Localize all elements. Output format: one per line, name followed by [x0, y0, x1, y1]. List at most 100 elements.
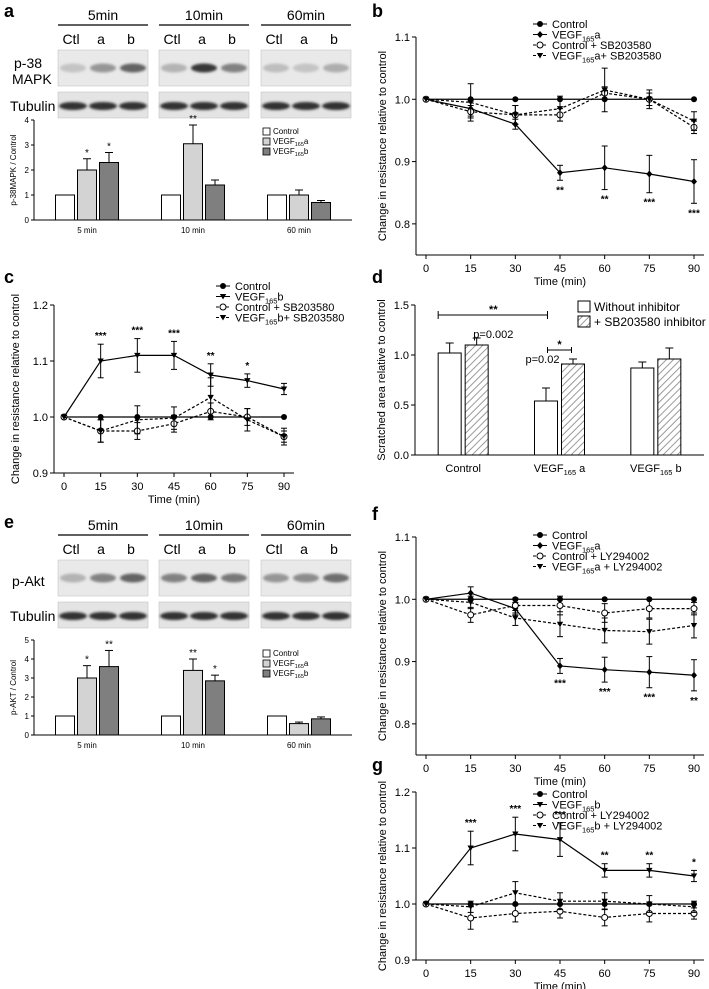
panel-label-d: d — [372, 267, 383, 287]
significance-mark: ** — [489, 304, 498, 316]
legend-label: Control — [235, 281, 270, 293]
blot-band-tubulin — [89, 102, 117, 110]
bar — [77, 677, 97, 736]
y-axis-label: Change in resistance relative to control — [377, 781, 389, 971]
marker-triangle — [690, 873, 698, 879]
x-tick-label: 0 — [61, 481, 67, 493]
marker-triangle — [556, 621, 564, 628]
blot-group-label: 10min — [185, 7, 223, 23]
blot-lane-label: Ctl — [163, 541, 180, 557]
y-tick-label: 0.9 — [33, 468, 48, 480]
marker-triangle — [422, 901, 430, 907]
x-tick-label: 60 — [599, 968, 611, 980]
panel-label-f: f — [372, 504, 379, 524]
significance-mark: * — [557, 339, 562, 351]
p-value-label: p=0.02 — [526, 354, 560, 366]
y-tick-label: 1.1 — [395, 32, 410, 44]
blot-band-tubulin — [59, 612, 87, 620]
blot-band-phospho — [221, 573, 247, 583]
legend-label: Control — [552, 19, 587, 31]
y-tick-label: 1.1 — [33, 356, 48, 368]
marker-triangle — [601, 87, 608, 93]
bar — [534, 400, 558, 456]
x-tick-label: 90 — [688, 968, 700, 980]
blot-band-phospho — [263, 573, 289, 583]
y-tick-label: 1.1 — [395, 843, 410, 855]
marker-triangle — [422, 596, 430, 603]
legend-label: Control — [552, 530, 587, 542]
marker-triangle — [467, 845, 474, 851]
marker-diamond — [646, 170, 653, 178]
x-tick-label: 0 — [423, 763, 429, 775]
blot-row-label: MAPK — [12, 71, 52, 87]
blot-band-tubulin — [292, 612, 320, 620]
x-tick-label: 45 — [168, 481, 180, 493]
legend-label: VEGF165a — [273, 137, 309, 148]
marker-triangle — [219, 315, 227, 321]
blot-band-phospho — [221, 63, 247, 73]
blot-lane-label: Ctl — [62, 541, 79, 557]
blot-lane-label: a — [300, 541, 308, 557]
blot-band-phospho — [191, 573, 217, 583]
bar — [205, 680, 225, 736]
legend-label: Control — [273, 127, 299, 136]
y-tick-label: 0.5 — [394, 400, 409, 412]
x-tick-label: 60 — [599, 263, 611, 275]
marker-triangle — [601, 627, 608, 634]
y-tick-label: 1.2 — [395, 787, 410, 799]
bar — [630, 367, 655, 456]
y-tick-label: 4 — [25, 655, 30, 664]
y-tick-label: 4 — [25, 116, 30, 125]
panel-label-a: a — [4, 1, 15, 21]
x-tick-label: 15 — [465, 968, 477, 980]
legend-swatch — [262, 649, 271, 658]
blot-band-tubulin — [119, 102, 147, 110]
y-axis-label: p-38MAPK / Control — [9, 134, 18, 205]
blot-lane-label: a — [198, 31, 206, 47]
legend-swatch — [262, 127, 271, 136]
significance-mark: ** — [556, 185, 564, 196]
marker-triangle — [512, 831, 519, 837]
significance-mark: ** — [601, 851, 609, 862]
significance-mark: *** — [465, 818, 477, 829]
y-axis-label: Scratched area relative to control — [376, 299, 388, 460]
marker-circle — [536, 811, 544, 819]
blot-band-phospho — [293, 573, 319, 583]
significance-mark: * — [245, 361, 249, 372]
blot-a: 5min Ctl a b 10min Ctl a b 60min Ctl a b p-38MAPK Tub… — [10, 7, 352, 119]
marker-triangle — [556, 106, 564, 112]
marker-triangle — [536, 823, 544, 829]
significance-mark: ** — [189, 114, 197, 125]
y-tick-label: 1.0 — [33, 412, 48, 424]
x-tick-label: Control — [445, 463, 480, 475]
blot-band-phospho — [120, 573, 146, 583]
bar — [267, 715, 287, 736]
marker-diamond — [646, 668, 653, 676]
bar — [183, 669, 203, 736]
y-tick-label: 1 — [25, 712, 30, 721]
y-tick-label: 5 — [25, 636, 30, 645]
marker-circle — [511, 910, 519, 918]
x-tick-label: 30 — [509, 763, 521, 775]
blot-band-tubulin — [292, 102, 320, 110]
marker-triangle — [690, 904, 698, 910]
panel-label-e: e — [4, 512, 14, 532]
marker-triangle — [512, 890, 519, 896]
blot-row-label: p-Akt — [12, 573, 45, 589]
marker-dot — [97, 414, 104, 420]
blot-band-phospho — [90, 63, 116, 73]
blot-group-label: 10min — [185, 517, 223, 533]
x-tick-label: 0 — [423, 968, 429, 980]
blot-lane-label: a — [97, 541, 105, 557]
marker-circle — [467, 611, 475, 619]
chart-f: 0.8 0.9 1.0 1.1 0 15 30 45 60 75 90 Time (min) Chang… — [377, 530, 704, 788]
blot-band-phospho — [120, 63, 146, 73]
x-axis-label: Time (min) — [148, 494, 200, 506]
x-tick-label: 30 — [131, 481, 143, 493]
blot-lane-label: b — [127, 31, 135, 47]
blot-lane-label: a — [300, 31, 308, 47]
y-tick-label: 1.5 — [394, 300, 409, 312]
bar — [289, 194, 309, 221]
